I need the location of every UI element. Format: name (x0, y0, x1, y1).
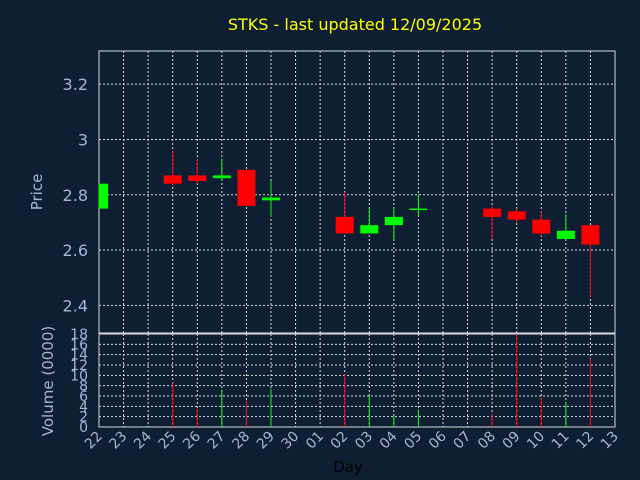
x-tick-label: 08 (475, 429, 499, 453)
volume-axis-label: Volume (0000) (39, 326, 57, 436)
price-axis-label: Price (28, 174, 46, 211)
candle-body (237, 169, 256, 206)
volume-plot-area (98, 333, 616, 428)
x-tick-label: 23 (106, 429, 130, 453)
x-axis-label: Day (333, 458, 363, 476)
volume-tick-label: 10 (70, 368, 88, 384)
price-plot-area (98, 50, 616, 334)
volume-tick-label: 0 (79, 420, 88, 436)
volume-tick-label: 16 (70, 337, 88, 353)
volume-tick-label: 12 (70, 358, 88, 374)
candle-body (163, 175, 182, 184)
candle-body (483, 208, 502, 217)
candle-body (335, 216, 354, 234)
chart-title: STKS - last updated 12/09/2025 (228, 15, 482, 34)
price-tick-label: 2.8 (63, 186, 88, 205)
x-tick-label: 26 (180, 428, 204, 452)
volume-tick-label: 8 (79, 379, 88, 395)
price-tick-labels: 2.4 2.6 2.8 3 3.2 (63, 75, 88, 315)
price-tick-label: 2.4 (63, 296, 88, 315)
x-tick-label: 04 (377, 428, 401, 452)
x-tick-label: 06 (426, 428, 450, 452)
price-tick-label: 3.2 (63, 75, 88, 94)
x-tick-labels: 22 23 24 25 26 27 28 29 30 01 02 03 04 05 06 07 08 09 10 11… (82, 428, 622, 452)
x-tick-label: 11 (549, 429, 573, 453)
x-tick-label: 24 (131, 428, 155, 452)
x-tick-label: 03 (352, 429, 376, 453)
volume-bars (172, 334, 591, 427)
x-tick-label: 25 (156, 429, 180, 453)
x-tick-label: 29 (254, 429, 278, 453)
candle-body (188, 175, 207, 181)
x-tick-label: 13 (598, 429, 622, 453)
x-tick-label: 01 (303, 429, 327, 453)
volume-tick-label: 14 (70, 348, 88, 364)
volume-tick-label: 6 (79, 389, 88, 405)
x-tick-label: 27 (205, 429, 229, 453)
price-tick-label: 3 (78, 130, 88, 149)
price-tick-label: 2.6 (63, 241, 88, 260)
volume-tick-label: 18 (70, 327, 88, 343)
x-tick-label: 12 (573, 429, 597, 453)
candle-body (532, 219, 551, 234)
volume-tick-label: 4 (79, 399, 88, 415)
candle-body (360, 225, 379, 234)
candle-body (409, 208, 428, 211)
x-tick-label: 09 (500, 429, 524, 453)
x-tick-label: 02 (328, 429, 352, 453)
candle-body (507, 211, 526, 220)
candle-body (262, 197, 280, 201)
x-tick-label: 28 (229, 429, 253, 453)
candle-body (581, 225, 600, 245)
x-tick-label: 07 (450, 429, 474, 453)
candle-body (212, 175, 231, 179)
candles (98, 150, 600, 298)
candle-body (556, 230, 575, 239)
x-tick-label: 30 (278, 429, 302, 453)
candle-body (384, 216, 403, 226)
x-tick-label: 05 (401, 429, 425, 453)
candle-body (99, 183, 108, 209)
volume-tick-label: 2 (79, 410, 88, 426)
x-tick-label: 10 (524, 429, 548, 453)
